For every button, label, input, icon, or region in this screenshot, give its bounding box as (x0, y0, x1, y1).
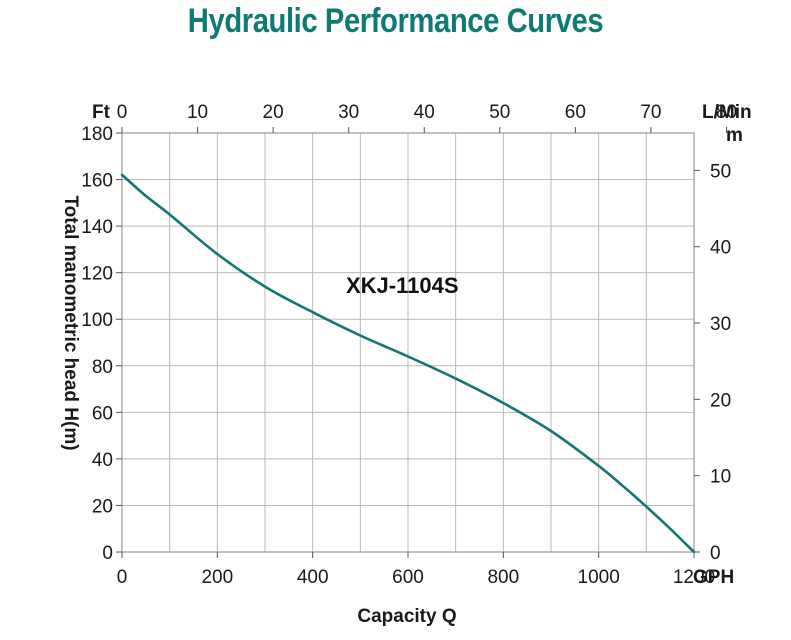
y-left-tick-label: 180 (81, 124, 113, 145)
x-unit-bottom-label: GPH (693, 567, 734, 588)
x-top-tick-label: 40 (414, 102, 435, 123)
series-group (120, 173, 696, 554)
y-left-tick-label: 120 (81, 264, 113, 285)
y-right-tick-label: 0 (710, 543, 721, 564)
y-right-tick-label: 20 (710, 390, 731, 411)
x-top-tick-label: 50 (489, 102, 510, 123)
y-left-tick-label: 160 (81, 171, 113, 192)
series-line-xkj-1104s (120, 173, 696, 554)
y-left-tick-label: 0 (102, 543, 113, 564)
y-unit-left-label: Ft (92, 102, 111, 123)
x-bottom-tick-label: 1200 (673, 567, 715, 588)
x-top-tick-label: 10 (187, 102, 208, 123)
y-left-tick-label: 100 (81, 310, 113, 331)
x-unit-top-label: L/Min (702, 102, 752, 123)
y-right-tick-label: 40 (710, 238, 731, 259)
x-bottom-tick-label: 200 (201, 567, 233, 588)
x-top-tick-label: 0 (117, 102, 128, 123)
x-bottom-tick-label: 800 (487, 567, 519, 588)
x-bottom-tick-label: 400 (297, 567, 329, 588)
x-top-tick-label: 70 (640, 102, 661, 123)
x-top-tick-label: 80 (716, 102, 737, 123)
series-label: XKJ-1104S (346, 273, 459, 298)
x-top-tick-label: 30 (338, 102, 359, 123)
x-bottom-tick-label: 0 (117, 567, 128, 588)
x-top-tick-label: 20 (263, 102, 284, 123)
x-axis-label: Capacity Q (357, 606, 456, 627)
x-top-tick-label: 60 (565, 102, 586, 123)
y-axis-label: Total manometric head H(m) (60, 195, 81, 450)
y-left-tick-label: 140 (81, 217, 113, 238)
y-left-tick-label: 80 (92, 357, 113, 378)
y-right-tick-label: 10 (710, 467, 731, 488)
y-unit-right-label: m (726, 125, 743, 146)
x-bottom-tick-label: 1000 (578, 567, 620, 588)
chart-title: Hydraulic Performance Curves (187, 2, 604, 40)
y-left-tick-label: 40 (92, 450, 113, 471)
grid (122, 133, 694, 552)
y-left-tick-label: 20 (92, 496, 113, 517)
x-bottom-tick-label: 600 (392, 567, 424, 588)
y-right-tick-label: 50 (710, 161, 731, 182)
y-right-tick-label: 30 (710, 314, 731, 335)
y-left-tick-label: 60 (92, 403, 113, 424)
